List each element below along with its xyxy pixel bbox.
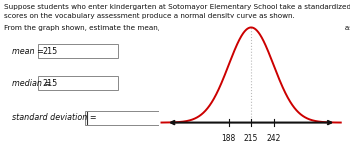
Text: Suppose students who enter kindergarten at Sotomayor Elementary School take a st: Suppose students who enter kindergarten … [4, 4, 350, 10]
FancyBboxPatch shape [38, 76, 118, 90]
Text: 188: 188 [222, 134, 236, 143]
Text: mean =: mean = [12, 46, 44, 55]
Text: From the graph shown, estimate the mean, median, and standard deviation of the v: From the graph shown, estimate the mean,… [4, 25, 350, 31]
FancyBboxPatch shape [38, 44, 118, 58]
Text: 215: 215 [244, 134, 258, 143]
Text: 215: 215 [42, 79, 57, 88]
Text: standard deviation =: standard deviation = [12, 113, 97, 123]
FancyBboxPatch shape [85, 111, 165, 125]
Text: scores on the vocabulary assessment produce a normal density curve as shown.: scores on the vocabulary assessment prod… [4, 13, 295, 19]
Text: 215: 215 [42, 46, 57, 55]
Text: median =: median = [12, 79, 51, 88]
Text: 242: 242 [266, 134, 281, 143]
